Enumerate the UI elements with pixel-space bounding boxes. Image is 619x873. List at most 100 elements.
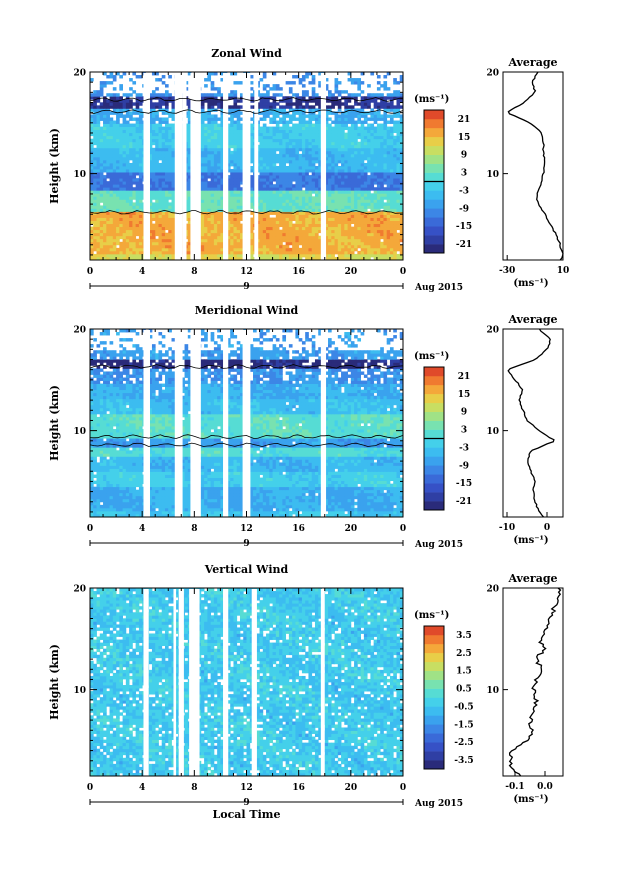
heatmap-cell <box>318 205 322 209</box>
heatmap-cell <box>288 214 293 218</box>
heatmap-cell <box>122 156 127 161</box>
heatmap-cell <box>357 184 362 188</box>
heatmap-cell <box>311 202 316 206</box>
heatmap-cell <box>207 196 212 200</box>
heatmap-cell <box>344 244 348 249</box>
heatmap-cell <box>259 175 264 179</box>
heatmap-cell <box>138 169 143 173</box>
heatmap-cell <box>275 144 280 149</box>
heatmap-cell <box>155 202 159 206</box>
heatmap-cell <box>204 202 208 206</box>
heatmap-cell <box>164 247 169 252</box>
heatmap-cell <box>96 253 101 258</box>
heatmap-cell <box>161 162 166 167</box>
heatmap-cell <box>337 244 342 249</box>
heatmap-cell <box>187 178 192 182</box>
heatmap-cell <box>90 159 94 164</box>
heatmap-cell <box>210 126 215 131</box>
heatmap-cell <box>383 138 388 143</box>
heatmap-cell <box>148 169 153 173</box>
heatmap-cell <box>236 241 241 246</box>
heatmap-cell <box>213 220 218 225</box>
heatmap-cell <box>334 178 339 182</box>
heatmap-cell <box>161 238 166 243</box>
heatmap-cell <box>347 108 352 112</box>
heatmap-cell <box>288 217 293 221</box>
heatmap-cell <box>233 178 238 182</box>
heatmap-cell <box>239 147 244 152</box>
heatmap-cell <box>357 229 362 234</box>
heatmap-cell <box>148 247 153 252</box>
heatmap-cell <box>295 169 300 173</box>
heatmap-cell <box>275 241 280 246</box>
heatmap-cell <box>220 150 225 155</box>
heatmap-cell <box>269 120 273 124</box>
heatmap-cell <box>314 156 319 161</box>
heatmap-cell <box>93 241 97 246</box>
heatmap-cell <box>370 208 375 212</box>
heatmap-cell <box>399 208 404 212</box>
heatmap-cell <box>380 156 384 161</box>
heatmap-cell <box>135 111 140 115</box>
heatmap-cell <box>262 229 267 234</box>
heatmap-cell <box>122 126 127 131</box>
heatmap-cell <box>220 105 225 109</box>
heatmap-cell <box>311 253 316 258</box>
heatmap-cell <box>106 241 110 246</box>
heatmap-cell <box>204 169 208 173</box>
heatmap-cell <box>386 238 391 243</box>
heatmap-cell <box>129 193 133 197</box>
heatmap-cell <box>187 205 192 209</box>
heatmap-cell <box>217 193 221 197</box>
heatmap-cell <box>233 162 238 167</box>
heatmap-cell <box>161 247 166 252</box>
heatmap-cell <box>331 250 335 255</box>
heatmap-cell <box>138 211 143 215</box>
heatmap-cell <box>155 187 159 191</box>
heatmap-cell <box>370 108 375 112</box>
heatmap-cell <box>112 181 117 185</box>
heatmap-cell <box>305 205 309 209</box>
heatmap-cell <box>328 190 332 194</box>
heatmap-cell <box>132 111 137 115</box>
heatmap-cell <box>279 235 283 240</box>
heatmap-cell <box>275 223 280 228</box>
heatmap-cell <box>262 162 267 167</box>
heatmap-cell <box>112 214 117 218</box>
heatmap-cell <box>367 111 371 115</box>
heatmap-cell <box>376 117 381 121</box>
heatmap-cell <box>161 184 166 188</box>
heatmap-cell <box>344 184 348 188</box>
heatmap-cell <box>158 132 163 137</box>
heatmap-cell <box>282 105 287 109</box>
heatmap-cell <box>187 99 192 103</box>
heatmap-cell <box>363 132 368 137</box>
heatmap-cell <box>354 166 358 170</box>
heatmap-cell <box>399 132 404 137</box>
heatmap-cell <box>96 220 101 225</box>
heatmap-cell <box>161 93 166 97</box>
heatmap-cell <box>285 96 290 100</box>
heatmap-cell <box>233 253 238 258</box>
heatmap-cell <box>99 169 104 173</box>
heatmap-cell <box>288 241 293 246</box>
heatmap-cell <box>393 114 397 118</box>
heatmap-cell <box>350 208 355 212</box>
heatmap-cell <box>363 162 368 167</box>
heatmap-cell <box>236 141 241 146</box>
heatmap-cell <box>393 235 397 240</box>
heatmap-cell <box>138 220 143 225</box>
heatmap-cell <box>119 247 123 252</box>
heatmap-cell <box>344 229 348 234</box>
heatmap-cell <box>200 141 205 146</box>
heatmap-cell <box>386 153 391 158</box>
heatmap-cell <box>314 126 319 131</box>
heatmap-cell <box>370 187 375 191</box>
heatmap-cell <box>331 193 335 197</box>
heatmap-cell <box>331 208 335 212</box>
heatmap-cell <box>135 93 140 97</box>
heatmap-cell <box>275 211 280 215</box>
heatmap-cell <box>217 153 221 158</box>
heatmap-cell <box>318 202 322 206</box>
heatmap-cell <box>337 184 342 188</box>
